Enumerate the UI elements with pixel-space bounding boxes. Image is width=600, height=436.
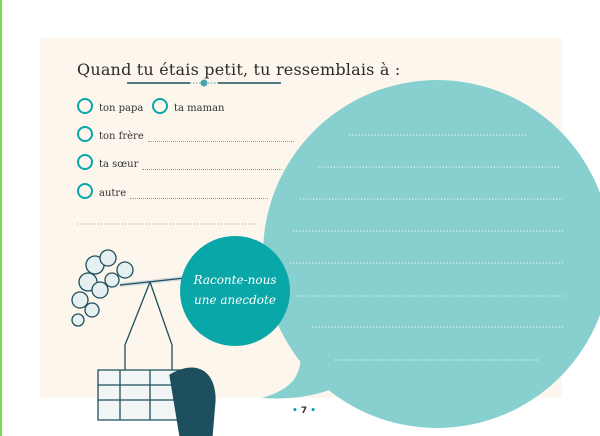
fill-line[interactable]	[142, 161, 283, 170]
fill-line[interactable]	[130, 190, 269, 199]
anecdote-circle	[180, 236, 290, 346]
anecdote-line-1: Raconte-nous	[193, 273, 277, 287]
anecdote-line-2: une anecdote	[194, 293, 276, 307]
option-label: ta sœur	[99, 159, 139, 170]
fill-line[interactable]	[147, 133, 294, 142]
option-label: ton papa	[99, 103, 144, 114]
option-autre[interactable]: autre	[77, 183, 269, 199]
basket-illustration	[71, 249, 216, 436]
radio-circle-icon[interactable]	[77, 154, 93, 170]
radio-circle-icon[interactable]	[77, 183, 93, 199]
page-number-value: 7	[300, 406, 308, 416]
radio-circle-icon[interactable]	[77, 98, 93, 114]
option-soeur[interactable]: ta sœur	[77, 154, 283, 170]
anecdote-prompt: Raconte-nous une anecdote	[180, 270, 290, 310]
option-label: ta maman	[174, 103, 225, 114]
speech-bubble	[262, 80, 600, 428]
option-label: autre	[99, 188, 127, 199]
option-papa[interactable]: ton papa	[77, 98, 143, 114]
page-number: • 7 •	[292, 406, 317, 416]
page-title: Quand tu étais petit, tu ressemblais à :	[77, 60, 401, 79]
option-maman[interactable]: ta maman	[152, 98, 225, 114]
ornament-divider-icon	[127, 79, 281, 87]
radio-circle-icon[interactable]	[152, 98, 168, 114]
option-frere[interactable]: ton frère	[77, 126, 294, 142]
radio-circle-icon[interactable]	[77, 126, 93, 142]
page-edge	[0, 0, 2, 436]
option-label: ton frère	[99, 131, 144, 142]
